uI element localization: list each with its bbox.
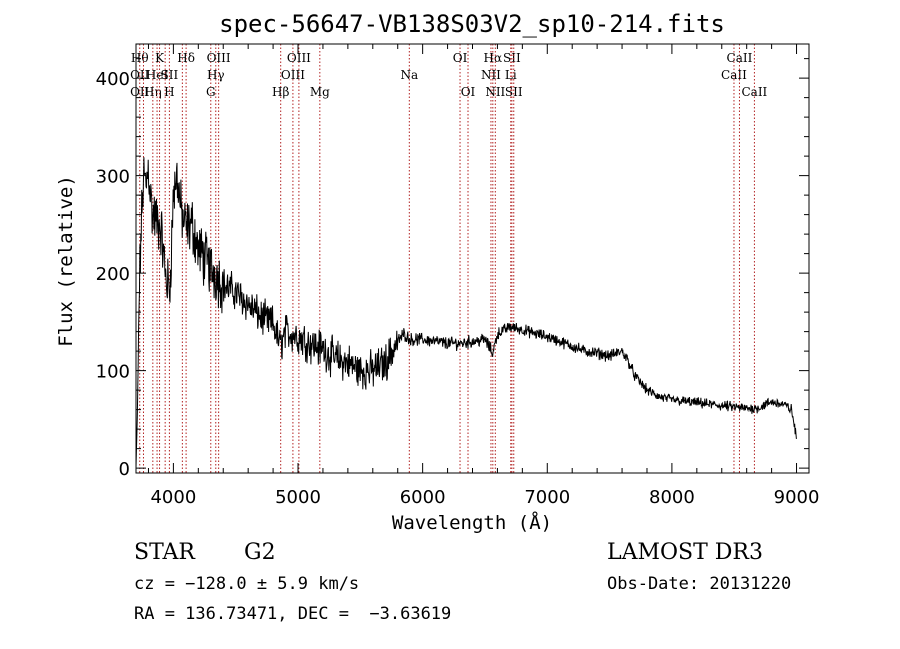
x-tick-label: 6000 <box>400 487 446 508</box>
y-tick-label: 300 <box>96 167 130 188</box>
line-marker-label: Li <box>505 68 517 82</box>
line-marker-label: NII <box>485 85 505 99</box>
line-marker-label: OI <box>461 85 476 99</box>
object-class-label: STAR <box>134 540 195 565</box>
line-marker-label: CaII <box>741 85 767 99</box>
survey-label: LAMOST DR3 <box>607 540 763 565</box>
y-tick-label: 400 <box>96 69 130 90</box>
coordinates-line: RA = 136.73471, DEC = −3.63619 <box>134 604 452 624</box>
redshift-line: cz = −128.0 ± 5.9 km/s <box>134 574 360 594</box>
x-tick-label: 7000 <box>524 487 570 508</box>
line-marker-label: NII <box>481 68 501 82</box>
x-axis-label: Wavelength (Å) <box>392 511 552 534</box>
y-tick-label: 200 <box>96 264 130 285</box>
line-marker-label: OII <box>130 85 150 99</box>
line-marker-label: OI <box>453 51 468 65</box>
spectrum-series-line <box>135 157 797 469</box>
line-marker-label: Hη <box>144 85 162 99</box>
line-marker-label: H <box>164 85 174 99</box>
line-marker-label: K <box>155 51 165 65</box>
line-marker-label: HeI <box>146 68 169 82</box>
x-tick-label: 5000 <box>275 487 321 508</box>
x-tick-label: 9000 <box>774 487 820 508</box>
line-marker-label: CaII <box>727 51 753 65</box>
line-marker-label: Hα <box>484 51 503 65</box>
y-tick-label: 100 <box>96 362 130 383</box>
line-marker-label: G <box>206 85 216 99</box>
object-subclass-label: G2 <box>244 540 276 565</box>
line-marker-label: Hδ <box>177 51 195 65</box>
obs-date-line: Obs-Date: 20131220 <box>607 574 792 594</box>
chart-title: spec-56647-VB138S03V2_sp10-214.fits <box>219 10 725 38</box>
y-tick-label: 0 <box>119 459 130 480</box>
x-axis-ticks: 4000 5000 6000 7000 8000 9000 <box>147 44 820 508</box>
emission-line-markers: HθOIIOIIHηHeIKSIIHHδGHγOIIIHβOIIIOIIIMgN… <box>130 44 768 473</box>
line-marker-label: Hθ <box>131 51 149 65</box>
line-marker-label: SII <box>505 85 523 99</box>
line-marker-label: Na <box>400 68 418 82</box>
plot-frame <box>135 43 810 474</box>
y-axis-label: Flux (relative) <box>55 175 77 347</box>
line-marker-label: CaII <box>721 68 747 82</box>
line-marker-label: OIII <box>281 68 305 82</box>
line-marker-label: SII <box>503 51 521 65</box>
y-axis-ticks: 0 100 200 300 400 <box>96 58 809 480</box>
x-tick-label: 8000 <box>649 487 695 508</box>
line-marker-label: Hγ <box>207 68 225 82</box>
line-marker-label: OIII <box>207 51 231 65</box>
x-tick-label: 4000 <box>150 487 196 508</box>
line-marker-label: Mg <box>310 85 330 99</box>
line-marker-label: SII <box>161 68 179 82</box>
line-marker-label: Hβ <box>272 85 289 99</box>
line-marker-label: OIII <box>287 51 311 65</box>
